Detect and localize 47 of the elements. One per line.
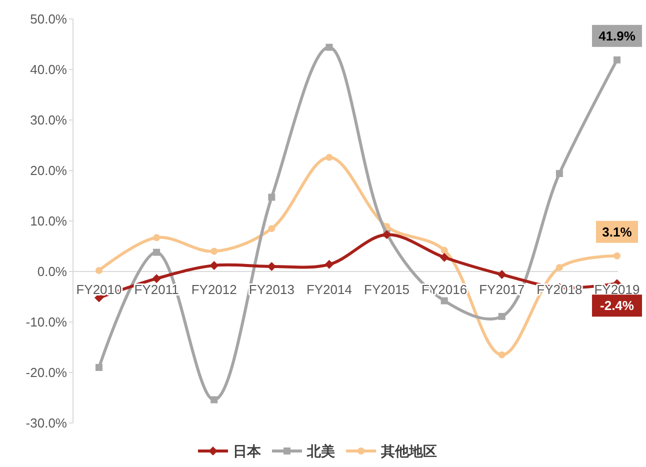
point (96, 266, 102, 274)
legend-label: 其他地区 (380, 442, 437, 459)
point (153, 234, 160, 242)
y-tick-label: 10.0% (30, 214, 68, 229)
point (556, 264, 563, 271)
point (268, 194, 276, 201)
x-tick-label: FY2014 (306, 282, 352, 298)
point (614, 56, 620, 64)
x-tick-label: FY2016 (422, 282, 468, 298)
point (498, 312, 506, 320)
data-label: 3.1% (602, 224, 632, 240)
x-tick-label: FY2010 (76, 282, 122, 298)
x-tick-label: FY2015 (364, 282, 410, 298)
x-tick-label: FY2017 (479, 282, 525, 298)
point (268, 225, 276, 232)
y-tick-label: 40.0% (30, 62, 68, 78)
point (153, 248, 160, 256)
y-tick-label: 20.0% (30, 163, 68, 178)
x-tick-label: FY2011 (134, 282, 179, 298)
y-tick-label: 30.0% (30, 112, 68, 128)
data-label: 41.9% (598, 28, 636, 44)
point (210, 396, 218, 404)
data-label: -2.4% (600, 298, 634, 314)
point (210, 260, 219, 270)
y-tick-label: -30.0% (26, 416, 68, 431)
x-tick-label: FY2019 (594, 282, 640, 298)
y-tick-label: 50.0% (30, 12, 68, 27)
y-tick-label: -20.0% (26, 365, 68, 380)
x-tick-label: FY2013 (248, 282, 294, 298)
point (556, 170, 563, 178)
point (210, 248, 218, 255)
point (152, 274, 162, 284)
point (498, 351, 506, 358)
x-tick-label: FY2012 (191, 282, 237, 298)
point (326, 44, 333, 51)
point (440, 252, 449, 262)
point (497, 270, 506, 280)
point (440, 246, 448, 254)
y-tick-label: 0.0% (37, 264, 68, 280)
legend-label: 北美 (306, 442, 335, 459)
point (614, 252, 620, 260)
point (326, 154, 333, 161)
point (96, 364, 102, 371)
legend-label: 日本 (233, 442, 262, 459)
y-tick-label: -10.0% (26, 314, 68, 330)
point (440, 297, 448, 304)
point (324, 260, 334, 269)
